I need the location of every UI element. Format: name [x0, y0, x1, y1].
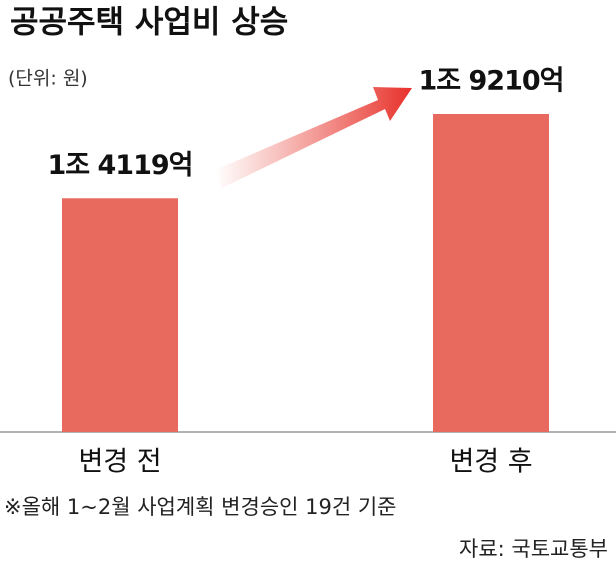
chart-title: 공공주택 사업비 상승: [10, 5, 288, 41]
footnote: ※올해 1~2월 사업계획 변경승인 19건 기준: [4, 495, 397, 519]
trend-arrow: [215, 87, 412, 188]
value-label: 1조 9210억: [418, 66, 563, 97]
x-tick-label: 변경 전: [78, 447, 161, 478]
bar: [433, 114, 549, 432]
bar: [62, 198, 178, 432]
value-label: 1조 4119억: [47, 150, 192, 181]
unit-label: (단위: 원): [8, 68, 88, 90]
x-tick-label: 변경 후: [449, 447, 532, 478]
source: 자료: 국토교통부: [459, 537, 608, 561]
